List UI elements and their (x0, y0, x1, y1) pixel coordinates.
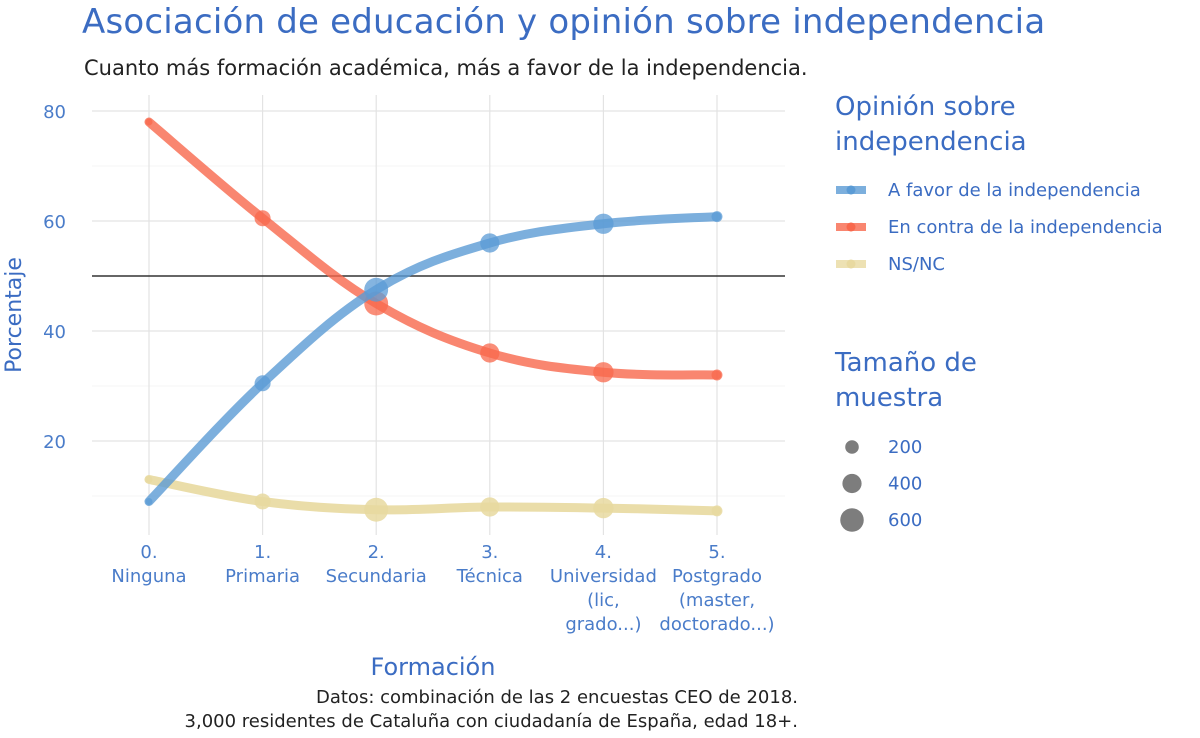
data-point (364, 277, 389, 302)
data-point (145, 118, 153, 126)
x-tick-label: grado...) (565, 614, 641, 635)
legend-label: A favor de la independencia (888, 180, 1141, 201)
legend-key-point (846, 185, 856, 195)
x-tick-label: Postgrado (672, 566, 762, 587)
size-legend-point (840, 508, 864, 532)
color-legend-title-line: Opinión sobre (835, 92, 1016, 122)
x-tick-label: Universidad (550, 566, 657, 587)
size-legend-point (845, 440, 859, 454)
chart-title: Asociación de educación y opinión sobre … (82, 2, 1046, 42)
color-legend-title: Opinión sobre independencia (835, 90, 1027, 160)
data-point (711, 505, 723, 517)
legend-key-point (846, 259, 856, 269)
legend-label: En contra de la independencia (888, 217, 1163, 238)
data-point (364, 497, 389, 522)
y-axis-title: Porcentaje (2, 257, 27, 373)
x-tick-label: Secundaria (326, 566, 427, 587)
size-legend-label: 200 (888, 437, 922, 458)
series-line (144, 212, 722, 506)
x-tick-label: doctorado...) (659, 614, 774, 635)
x-tick-label: Primaria (225, 566, 300, 587)
caption-line: Datos: combinación de las 2 encuestas CE… (315, 687, 798, 708)
data-point (254, 375, 271, 392)
y-tick-label: 80 (43, 102, 66, 123)
legend-label: NS/NC (888, 254, 945, 275)
data-point (593, 362, 614, 383)
x-tick-label: 4. (595, 542, 612, 563)
data-point (254, 493, 271, 510)
color-legend-title-line: independencia (835, 127, 1027, 157)
x-tick-label: 0. (140, 542, 157, 563)
y-tick-label: 60 (43, 212, 66, 233)
x-tick-label: (master, (679, 590, 755, 611)
data-point (480, 497, 500, 517)
caption-line: 3,000 residentes de Cataluña con ciudada… (184, 711, 798, 732)
caption: Datos: combinación de las 2 encuestas CE… (185, 686, 798, 734)
data-point (711, 369, 723, 381)
x-tick-label: Ninguna (111, 566, 186, 587)
legend-key-point (846, 222, 856, 232)
size-legend-title: Tamaño de muestra (835, 346, 977, 416)
size-legend-label: 400 (888, 474, 922, 495)
data-point (145, 498, 153, 505)
data-point (145, 476, 153, 483)
series-line (144, 475, 722, 516)
x-tick-label: Técnica (456, 566, 523, 587)
size-legend-title-line: muestra (835, 383, 944, 413)
data-point (480, 343, 500, 363)
size-legend-label: 600 (888, 510, 922, 531)
data-point (593, 497, 614, 519)
x-tick-label: 3. (481, 542, 498, 563)
series-line (144, 117, 722, 380)
data-point (480, 233, 500, 253)
size-legend-title-line: Tamaño de (835, 348, 977, 378)
data-point (593, 213, 614, 234)
y-tick-label: 40 (43, 322, 66, 343)
chart-subtitle: Cuanto más formación académica, más a fa… (84, 56, 808, 80)
x-tick-label: 5. (708, 542, 725, 563)
x-tick-label: 2. (368, 542, 385, 563)
x-tick-label: (lic, (587, 590, 620, 611)
data-point (711, 211, 723, 223)
size-legend-point (842, 473, 862, 494)
x-axis-title: Formación (371, 653, 496, 681)
x-tick-label: 1. (254, 542, 271, 563)
data-point (254, 210, 271, 227)
y-tick-label: 20 (43, 432, 66, 453)
